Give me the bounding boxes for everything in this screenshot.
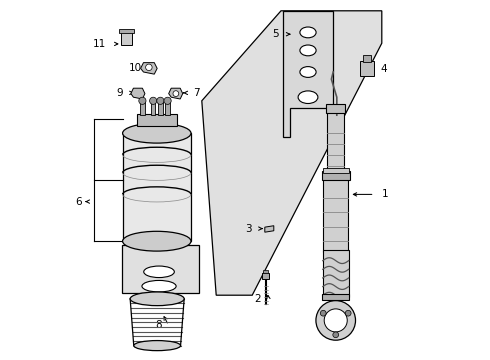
Bar [151, 101, 155, 115]
Bar [323, 168, 349, 173]
Bar [122, 245, 199, 293]
Ellipse shape [142, 280, 176, 292]
Bar [327, 112, 344, 173]
Circle shape [173, 91, 179, 96]
Bar [323, 173, 348, 252]
Bar [360, 61, 374, 76]
Ellipse shape [134, 341, 180, 351]
Circle shape [157, 97, 164, 104]
Bar [137, 114, 176, 126]
Circle shape [345, 310, 351, 316]
Ellipse shape [300, 45, 316, 56]
Circle shape [146, 64, 152, 71]
Polygon shape [141, 63, 157, 74]
Ellipse shape [144, 266, 174, 278]
Polygon shape [265, 226, 274, 232]
Polygon shape [283, 11, 333, 137]
Circle shape [139, 97, 146, 104]
Bar [363, 55, 371, 62]
Ellipse shape [300, 27, 316, 38]
Ellipse shape [298, 91, 318, 104]
Text: 4: 4 [380, 64, 387, 74]
Text: 3: 3 [245, 224, 251, 234]
Circle shape [316, 301, 356, 340]
Polygon shape [202, 11, 382, 295]
Bar [121, 31, 132, 45]
Bar [122, 133, 191, 241]
Ellipse shape [300, 67, 316, 77]
Bar [326, 104, 345, 113]
Ellipse shape [122, 123, 191, 143]
Bar [322, 171, 350, 180]
Bar [120, 29, 134, 33]
Text: 8: 8 [155, 320, 162, 330]
Bar [262, 273, 270, 279]
Ellipse shape [122, 231, 191, 251]
Bar [263, 270, 269, 273]
Text: 10: 10 [129, 63, 143, 73]
Bar [166, 101, 170, 115]
Text: 5: 5 [272, 29, 279, 39]
Ellipse shape [130, 292, 184, 306]
Circle shape [164, 97, 171, 104]
Bar [158, 101, 163, 115]
Polygon shape [169, 88, 183, 99]
Bar [140, 101, 145, 115]
Text: 6: 6 [75, 197, 82, 207]
Polygon shape [131, 88, 145, 99]
Text: 9: 9 [117, 88, 123, 98]
Bar [322, 294, 349, 300]
Circle shape [324, 309, 347, 332]
Circle shape [149, 97, 157, 104]
Text: 1: 1 [382, 189, 389, 199]
Circle shape [320, 310, 326, 316]
Text: 7: 7 [194, 88, 200, 98]
Circle shape [333, 332, 339, 338]
Bar [323, 250, 349, 297]
Text: 11: 11 [93, 39, 106, 49]
Text: 2: 2 [255, 294, 261, 304]
